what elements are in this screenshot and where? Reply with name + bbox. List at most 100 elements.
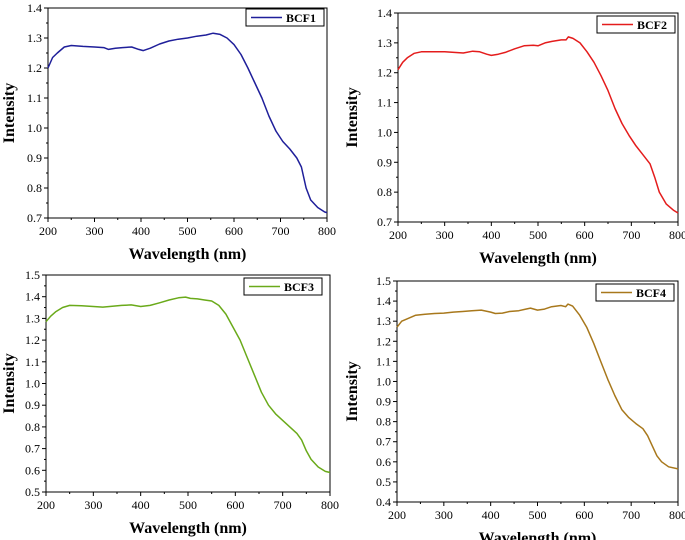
plot-frame	[45, 274, 331, 493]
y-tick-label: 0.9	[27, 151, 42, 165]
x-tick-label: 300	[435, 508, 453, 522]
x-tick-label: 600	[576, 228, 594, 242]
series-line-bcf1	[47, 32, 328, 214]
y-axis-label: Intensity	[1, 353, 18, 413]
y-tick-label: 1.2	[376, 334, 391, 348]
x-tick-label: 700	[274, 498, 292, 512]
legend-box	[243, 277, 323, 296]
y-tick-label: 0.6	[25, 463, 40, 477]
chart-panel-bcf1: 200 300 400 500 600 700 800 0.7 0.8 0.9 1.0 1.1 1.2 1…	[1, 1, 336, 263]
y-tick-label: 1.2	[377, 66, 392, 80]
series-line-bcf2	[397, 36, 679, 214]
legend-label: BCF2	[637, 18, 667, 32]
y-tick-label: 1.0	[376, 374, 391, 388]
y-axis-label: Intensity	[344, 361, 361, 421]
x-tick-label: 400	[132, 498, 150, 512]
x-tick-label: 300	[436, 228, 454, 242]
x-tick-label: 700	[272, 224, 290, 238]
x-tick-label: 200	[39, 224, 57, 238]
y-tick-label: 1.1	[376, 354, 391, 368]
chart-panel-bcf2: 200 300 400 500 600 700 800 0.7 0.8 0.9 1.0 1.1 1.2 1…	[344, 6, 685, 267]
legend-label: BCF4	[636, 286, 666, 300]
y-tick-label: 0.9	[25, 398, 40, 412]
y-tick-label: 0.5	[376, 475, 391, 489]
x-tick-label: 600	[226, 498, 244, 512]
y-tick-label: 1.0	[377, 125, 392, 139]
legend-label: BCF1	[286, 11, 316, 25]
plot-frame	[47, 7, 328, 219]
y-tick-label: 0.6	[376, 455, 391, 469]
legend: BCF1	[245, 8, 325, 27]
chart-panel-bcf3: 200 300 400 500 600 700 800 0.5 0.6 0.7 0.8 0.9 1.0 1…	[1, 270, 339, 537]
legend: BCF3	[243, 277, 323, 296]
y-tick-label: 1.3	[25, 311, 40, 325]
x-tick-label: 400	[482, 508, 500, 522]
x-tick-label: 800	[669, 228, 685, 242]
series-line-bcf3	[45, 296, 331, 474]
y-tick-label: 0.7	[25, 442, 40, 456]
legend: BCF2	[596, 15, 676, 34]
y-tick-label: 1.3	[27, 31, 42, 45]
x-tick-label: 800	[669, 508, 685, 522]
y-tick-label: 0.7	[377, 215, 392, 229]
x-tick-label: 700	[622, 228, 640, 242]
x-tick-label: 500	[529, 228, 547, 242]
x-axis-label: Wavelength (nm)	[479, 530, 597, 540]
y-tick-label: 1.5	[376, 274, 391, 288]
y-tick-label: 1.5	[25, 270, 40, 282]
y-tick-label: 1.4	[27, 1, 42, 15]
x-tick-label: 500	[179, 498, 197, 512]
y-axis-label: Intensity	[344, 87, 361, 147]
x-tick-label: 300	[84, 498, 102, 512]
x-tick-label: 700	[622, 508, 640, 522]
legend-box	[595, 283, 675, 302]
y-tick-label: 0.9	[377, 155, 392, 169]
y-tick-label: 1.1	[27, 91, 42, 105]
plot-frame	[396, 280, 679, 503]
y-tick-label: 1.3	[376, 314, 391, 328]
x-tick-label: 500	[179, 224, 197, 238]
y-tick-label: 1.4	[376, 294, 391, 308]
y-tick-label: 1.0	[25, 377, 40, 391]
x-tick-label: 800	[321, 498, 339, 512]
x-tick-label: 800	[318, 224, 336, 238]
legend-box	[245, 8, 325, 27]
legend-box	[596, 15, 676, 34]
y-tick-label: 1.1	[25, 355, 40, 369]
y-tick-label: 1.2	[27, 61, 42, 75]
x-tick-label: 200	[388, 508, 406, 522]
x-axis-label: Wavelength (nm)	[479, 250, 597, 267]
legend: BCF4	[595, 283, 675, 302]
y-tick-label: 0.7	[27, 211, 42, 225]
y-tick-label: 1.4	[377, 6, 392, 20]
y-tick-label: 0.8	[27, 181, 42, 195]
x-tick-label: 200	[37, 498, 55, 512]
y-tick-label: 0.7	[376, 435, 391, 449]
x-tick-label: 300	[86, 224, 104, 238]
y-tick-label: 1.1	[377, 96, 392, 110]
x-tick-label: 400	[132, 224, 150, 238]
chart-panel-bcf4: 200 300 400 500 600 700 800 0.4 0.5 0.6 0.7 0.8 0.9 1…	[344, 274, 685, 540]
x-tick-label: 400	[482, 228, 500, 242]
y-tick-label: 1.3	[377, 36, 392, 50]
x-tick-label: 500	[529, 508, 547, 522]
y-axis-label: Intensity	[1, 83, 18, 143]
y-tick-label: 1.0	[27, 121, 42, 135]
plot-frame	[397, 12, 679, 223]
y-tick-label: 0.5	[25, 485, 40, 499]
legend-label: BCF3	[284, 280, 314, 294]
x-tick-label: 600	[225, 224, 243, 238]
y-tick-label: 1.4	[25, 290, 40, 304]
y-tick-label: 0.8	[377, 185, 392, 199]
series-line-bcf4	[396, 303, 679, 470]
y-tick-label: 1.2	[25, 333, 40, 347]
y-tick-label: 0.9	[376, 395, 391, 409]
x-axis-label: Wavelength (nm)	[129, 520, 247, 537]
y-tick-label: 0.8	[376, 415, 391, 429]
y-tick-label: 0.4	[376, 495, 391, 509]
x-tick-label: 200	[389, 228, 407, 242]
x-tick-label: 600	[575, 508, 593, 522]
x-axis-label: Wavelength (nm)	[129, 246, 247, 263]
y-tick-label: 0.8	[25, 420, 40, 434]
